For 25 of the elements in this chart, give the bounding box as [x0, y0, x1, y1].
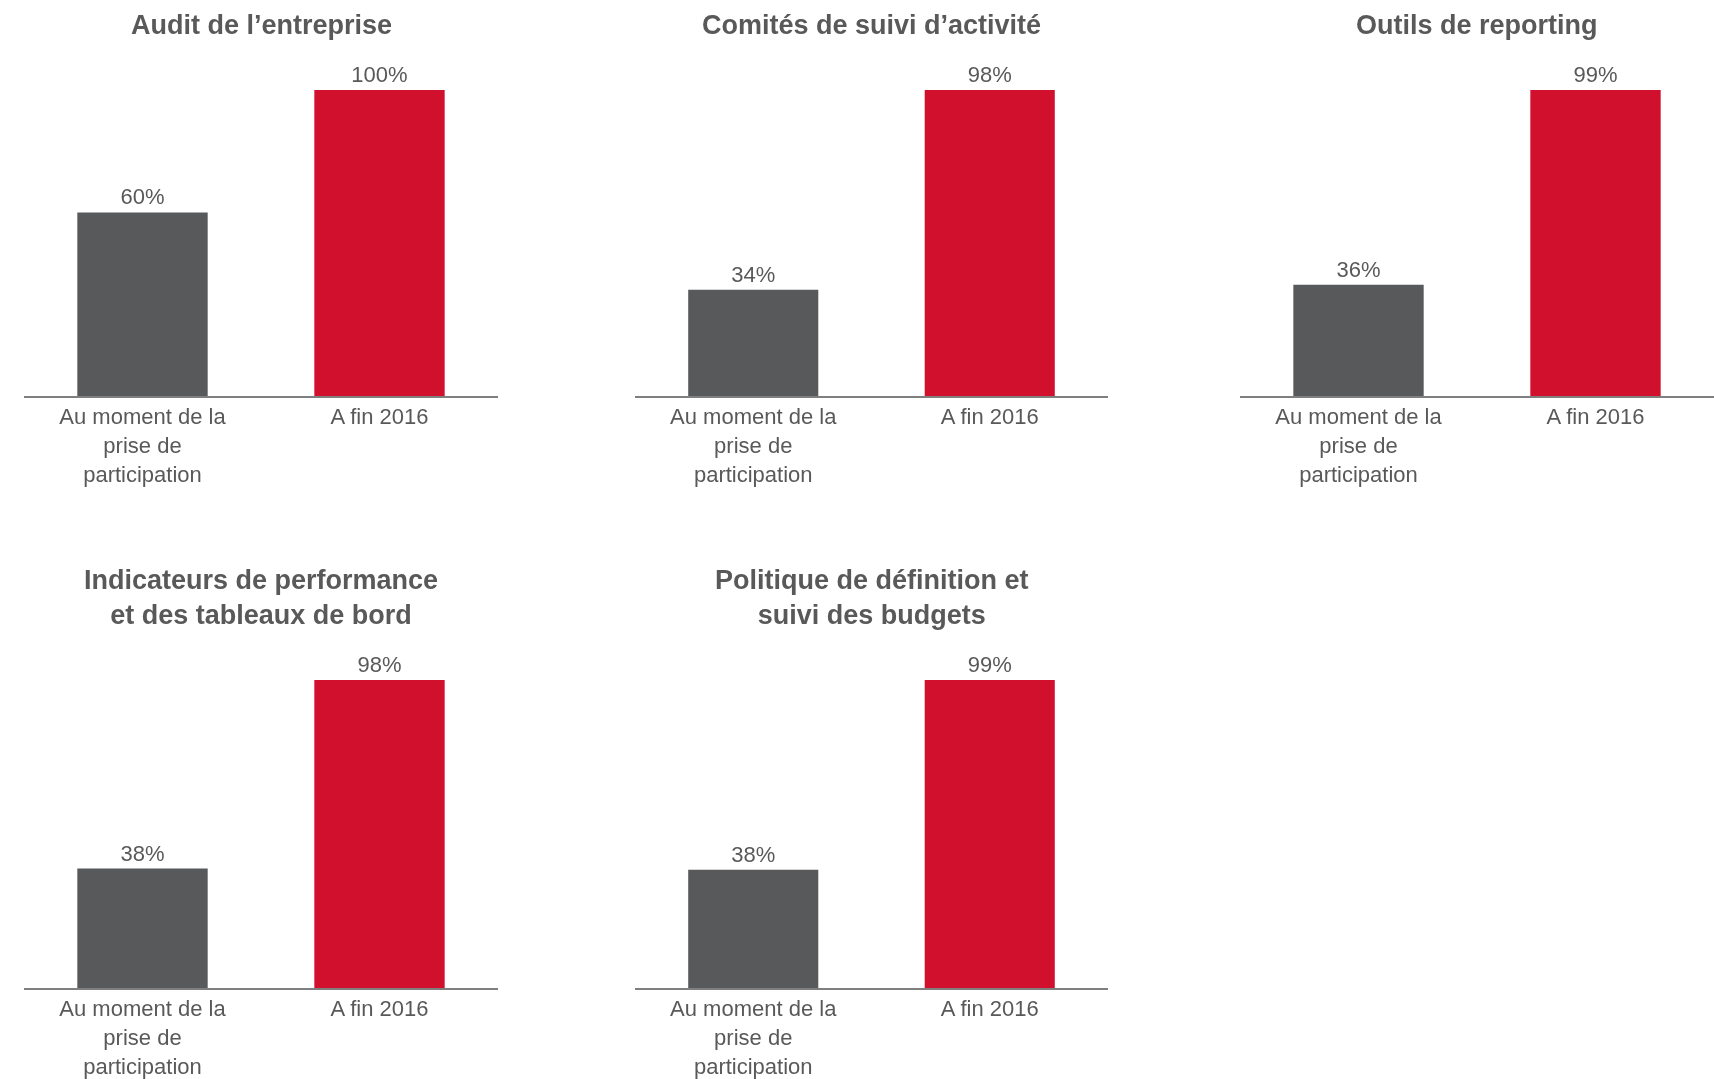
- data-label: 36%: [1336, 256, 1381, 282]
- data-label: 100%: [351, 62, 408, 87]
- x-tick-label: Au moment de la prise de participation: [1275, 404, 1443, 487]
- data-label: 98%: [357, 652, 402, 677]
- data-label: 38%: [731, 841, 776, 867]
- x-tick-label: Au moment de la prise de participation: [670, 996, 838, 1079]
- chart-title: Outils de reporting: [1356, 10, 1598, 40]
- data-label: 99%: [1573, 62, 1618, 87]
- data-label: 38%: [120, 840, 165, 866]
- data-label: 34%: [731, 261, 776, 287]
- chart-title: Indicateurs de performance et des tableaux de bord: [84, 565, 439, 631]
- x-tick-label: Au moment de la prise de participation: [670, 404, 838, 487]
- x-tick-label: Au moment de la prise de participation: [59, 404, 227, 487]
- chart-title: Comités de suivi d’activité: [702, 10, 1042, 40]
- x-tick-label: Au moment de la prise de participation: [59, 996, 227, 1079]
- chart-title: Audit de l’entreprise: [131, 10, 393, 40]
- x-tick-label: A fin 2016: [940, 404, 1039, 430]
- data-label: 60%: [120, 184, 165, 210]
- chart-title: Politique de définition et suivi des budgets: [715, 565, 1029, 631]
- data-label: 98%: [967, 62, 1012, 87]
- x-tick-label: A fin 2016: [330, 996, 429, 1022]
- x-tick-label: A fin 2016: [940, 996, 1039, 1022]
- x-tick-label: A fin 2016: [1546, 404, 1645, 430]
- data-label: 99%: [967, 652, 1012, 677]
- x-tick-label: A fin 2016: [330, 404, 429, 430]
